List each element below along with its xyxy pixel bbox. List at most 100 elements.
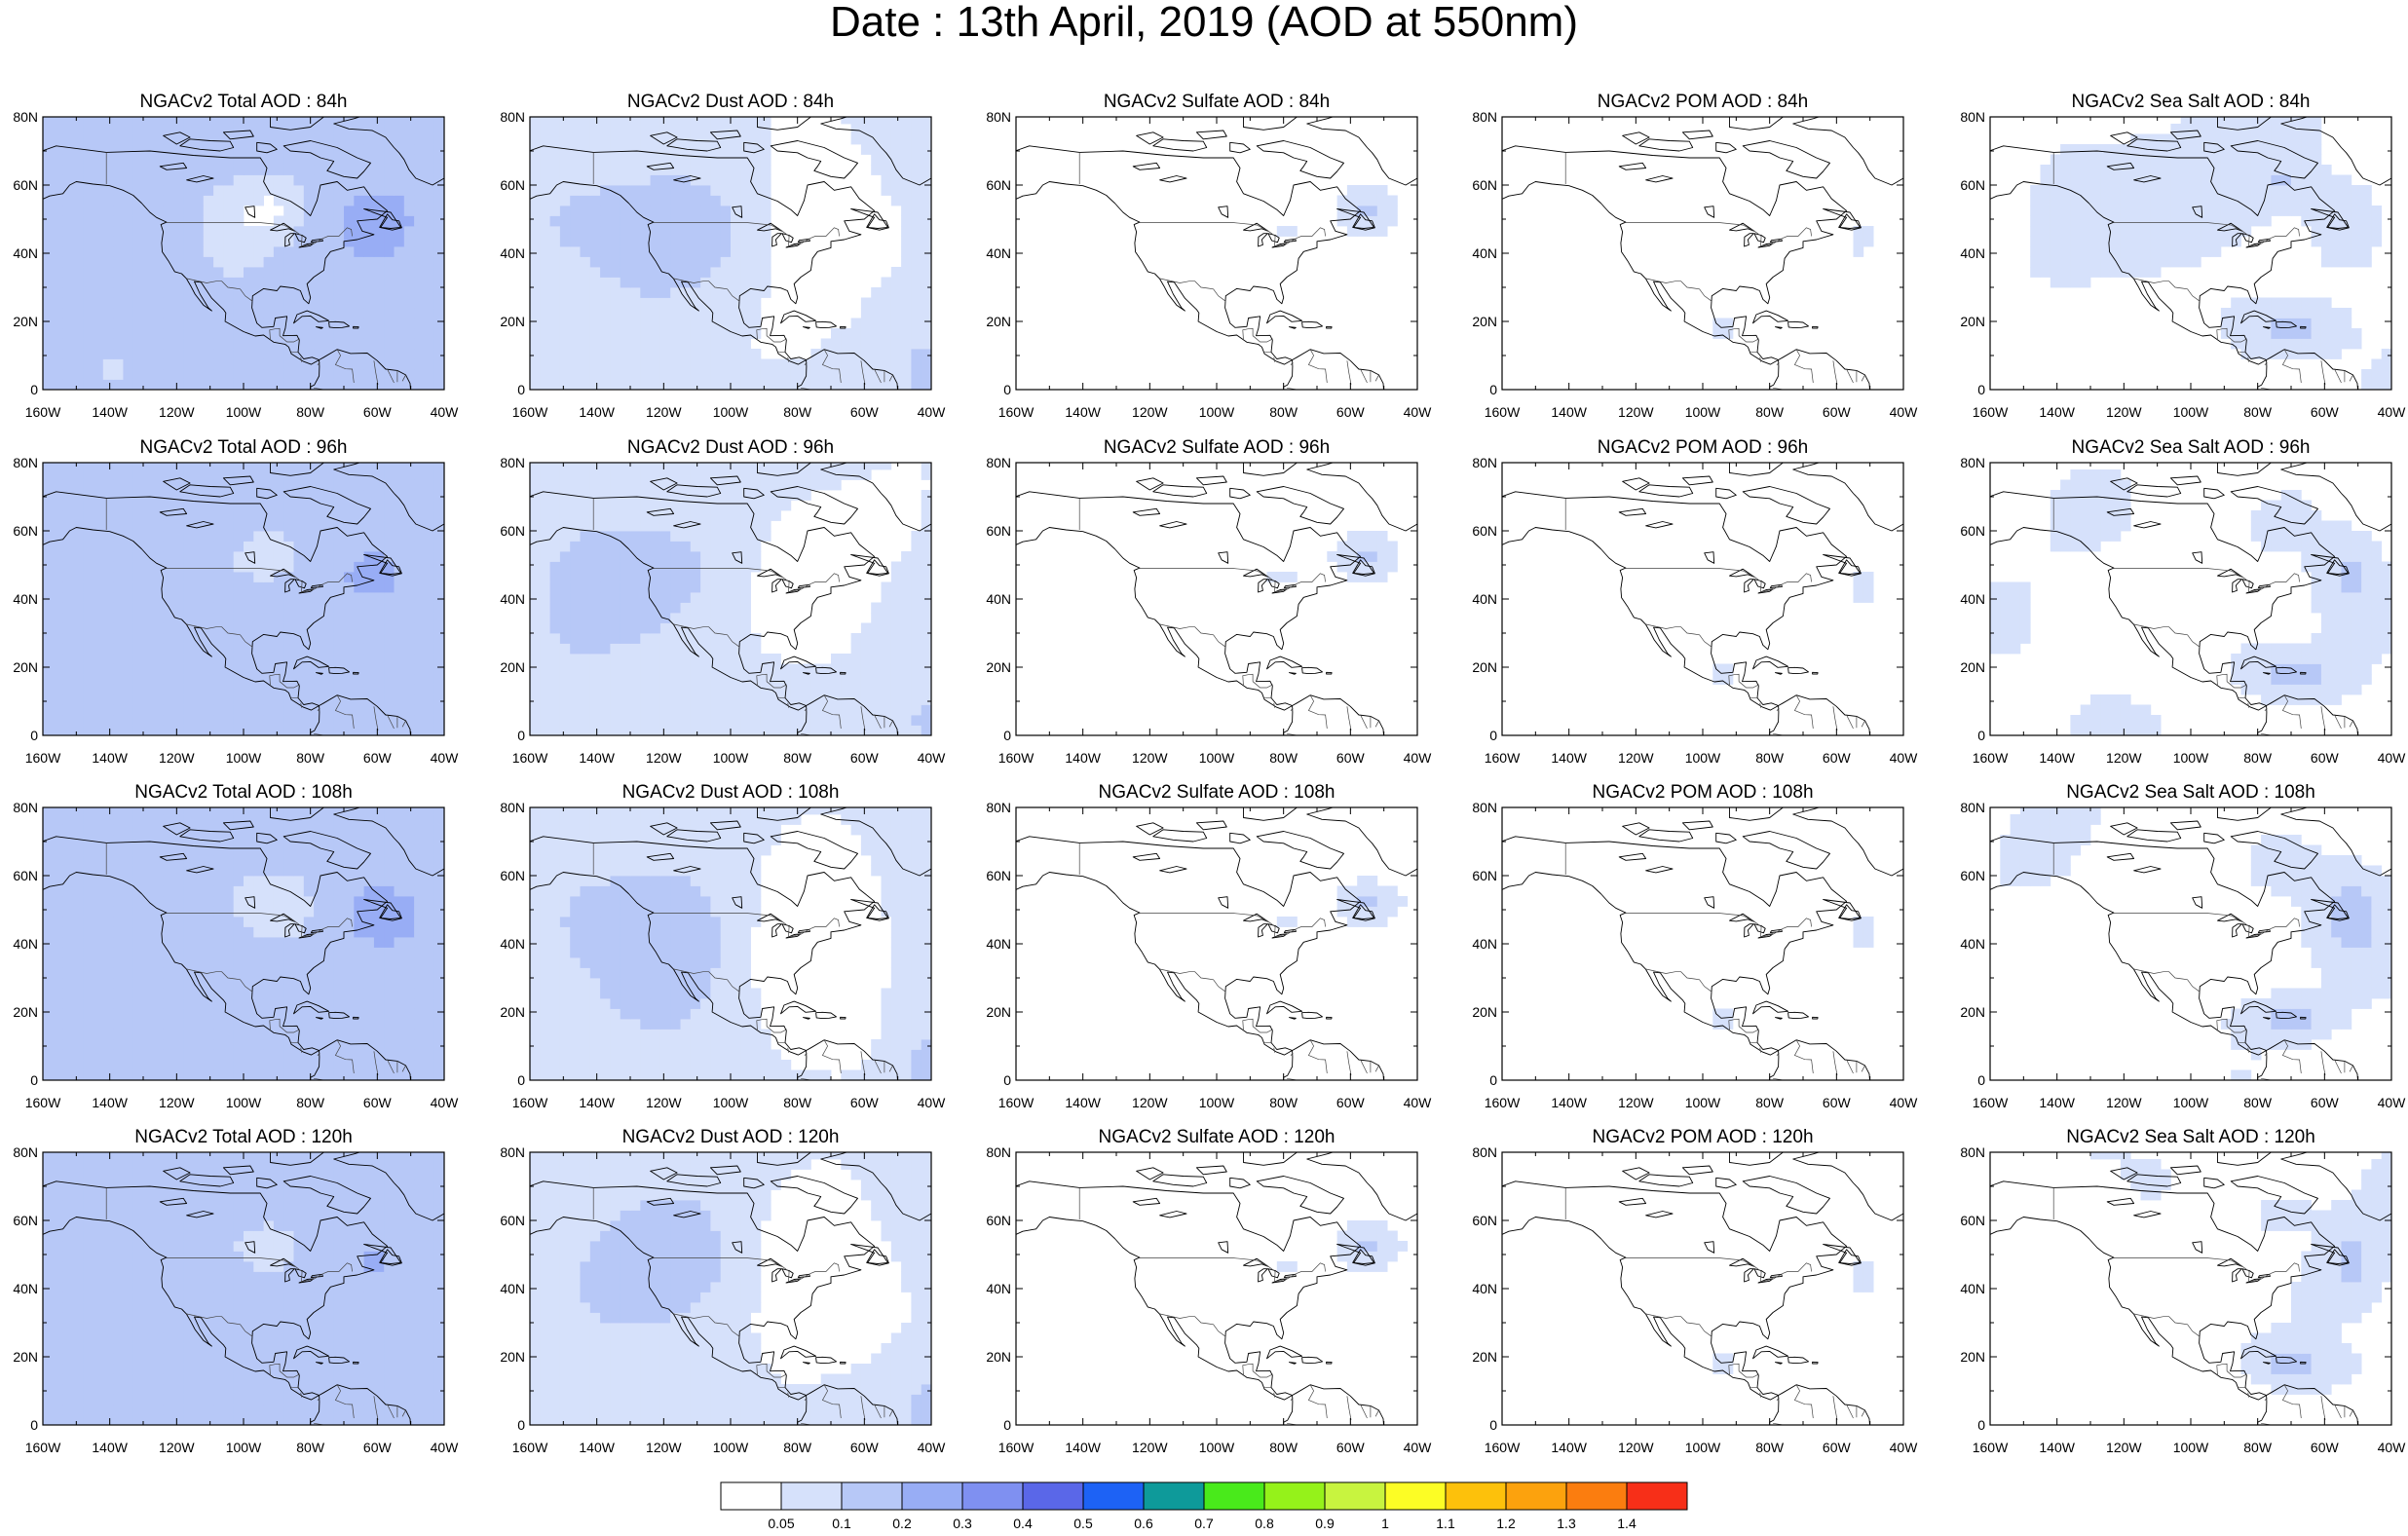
- aod-shading: [996, 460, 1417, 739]
- lat-tick-label: 80N: [1960, 800, 1985, 815]
- lat-tick-label: 20N: [1960, 1004, 1985, 1020]
- lon-tick-label: 80W: [1755, 750, 1785, 766]
- lat-tick-label: 20N: [500, 314, 525, 329]
- lat-tick-label: 0: [517, 728, 525, 743]
- lat-tick-label: 80N: [1472, 1144, 1497, 1160]
- lat-tick-label: 60N: [1472, 523, 1497, 539]
- lon-tick-label: 60W: [1823, 1095, 1852, 1110]
- lon-tick-label: 140W: [579, 750, 615, 766]
- colorbar-swatch: [1144, 1482, 1204, 1510]
- lon-tick-label: 60W: [2311, 404, 2340, 420]
- lat-tick-label: 80N: [986, 1144, 1011, 1160]
- colorbar-swatch: [962, 1482, 1023, 1510]
- panel-title: NGACv2 Sea Salt AOD : 84h: [1990, 92, 2391, 113]
- aod-shading: [22, 460, 444, 739]
- lat-tick-label: 20N: [500, 1349, 525, 1365]
- lon-tick-label: 60W: [363, 1095, 393, 1110]
- coastlines: [1482, 1149, 1903, 1429]
- panel-title: NGACv2 POM AOD : 108h: [1502, 782, 1903, 804]
- lon-tick-label: 100W: [1199, 750, 1235, 766]
- lon-tick-label: 80W: [296, 1095, 325, 1110]
- panel-title: NGACv2 Total AOD : 120h: [43, 1127, 444, 1148]
- colorbar-label: 1.4: [1617, 1516, 1637, 1531]
- lon-tick-label: 160W: [512, 404, 548, 420]
- lat-tick-label: 40N: [13, 591, 38, 607]
- lon-tick-label: 40W: [431, 1095, 460, 1110]
- lat-tick-label: 60N: [1960, 177, 1985, 193]
- lon-tick-label: 60W: [1823, 750, 1852, 766]
- lat-tick-label: 60N: [986, 1213, 1011, 1228]
- lon-tick-label: 140W: [92, 1095, 128, 1110]
- lat-tick-label: 80N: [13, 109, 38, 125]
- colorbar-swatch: [1446, 1482, 1506, 1510]
- panel-title: NGACv2 Sea Salt AOD : 120h: [1990, 1127, 2391, 1148]
- lon-tick-label: 120W: [2106, 1095, 2142, 1110]
- lon-tick-label: 160W: [1485, 1440, 1521, 1455]
- panel-title: NGACv2 Sulfate AOD : 84h: [1016, 92, 1417, 113]
- colorbar-swatch: [1204, 1482, 1264, 1510]
- lon-tick-label: 40W: [918, 750, 947, 766]
- aod-shading: [1482, 1149, 1903, 1429]
- lon-tick-label: 160W: [1973, 1440, 2009, 1455]
- lon-tick-label: 60W: [1823, 404, 1852, 420]
- lon-tick-label: 40W: [1404, 1440, 1433, 1455]
- lat-tick-label: 60N: [1960, 523, 1985, 539]
- lat-tick-label: 60N: [1472, 868, 1497, 883]
- lon-tick-label: 140W: [1551, 1095, 1587, 1110]
- lon-tick-label: 140W: [1551, 404, 1587, 420]
- colorbar-swatch: [1566, 1482, 1627, 1510]
- aod-shading: [22, 805, 444, 1084]
- lon-tick-label: 40W: [918, 1095, 947, 1110]
- lat-tick-label: 40N: [13, 1281, 38, 1296]
- political-borders: [1565, 843, 1864, 1080]
- lon-tick-label: 60W: [850, 750, 880, 766]
- aod-shading: [509, 1149, 931, 1429]
- aod-shading: [1482, 460, 1903, 739]
- lat-tick-label: 0: [1977, 1072, 1985, 1088]
- lon-tick-label: 80W: [783, 1440, 812, 1455]
- lat-tick-label: 20N: [1960, 659, 1985, 675]
- political-borders: [1565, 1187, 1864, 1425]
- lon-tick-label: 120W: [646, 404, 682, 420]
- lon-tick-label: 60W: [363, 1440, 393, 1455]
- lat-tick-label: 20N: [1472, 1349, 1497, 1365]
- lon-tick-label: 40W: [431, 404, 460, 420]
- lat-tick-label: 20N: [986, 1349, 1011, 1365]
- lat-tick-label: 60N: [13, 523, 38, 539]
- lon-tick-label: 160W: [998, 404, 1035, 420]
- lon-tick-label: 160W: [512, 1095, 548, 1110]
- colorbar-label: 1.1: [1436, 1516, 1455, 1531]
- lon-tick-label: 140W: [579, 1440, 615, 1455]
- lat-tick-label: 0: [1003, 1417, 1011, 1433]
- lon-tick-label: 140W: [92, 1440, 128, 1455]
- lat-tick-label: 60N: [500, 523, 525, 539]
- lon-tick-label: 40W: [1404, 1095, 1433, 1110]
- lat-tick-label: 20N: [13, 314, 38, 329]
- lon-tick-label: 100W: [2173, 404, 2209, 420]
- panel-title: NGACv2 Sea Salt AOD : 96h: [1990, 437, 2391, 459]
- lat-tick-label: 40N: [500, 245, 525, 261]
- lon-tick-label: 160W: [25, 1095, 61, 1110]
- lat-tick-label: 60N: [13, 177, 38, 193]
- panel-title: NGACv2 Dust AOD : 120h: [530, 1127, 931, 1148]
- lon-tick-label: 100W: [2173, 1440, 2209, 1455]
- aod-shading: [509, 114, 931, 393]
- lat-tick-label: 60N: [986, 523, 1011, 539]
- lon-tick-label: 160W: [1485, 750, 1521, 766]
- lon-tick-label: 160W: [1485, 1095, 1521, 1110]
- lat-tick-label: 60N: [500, 868, 525, 883]
- lon-tick-label: 60W: [363, 404, 393, 420]
- lat-tick-label: 40N: [1960, 591, 1985, 607]
